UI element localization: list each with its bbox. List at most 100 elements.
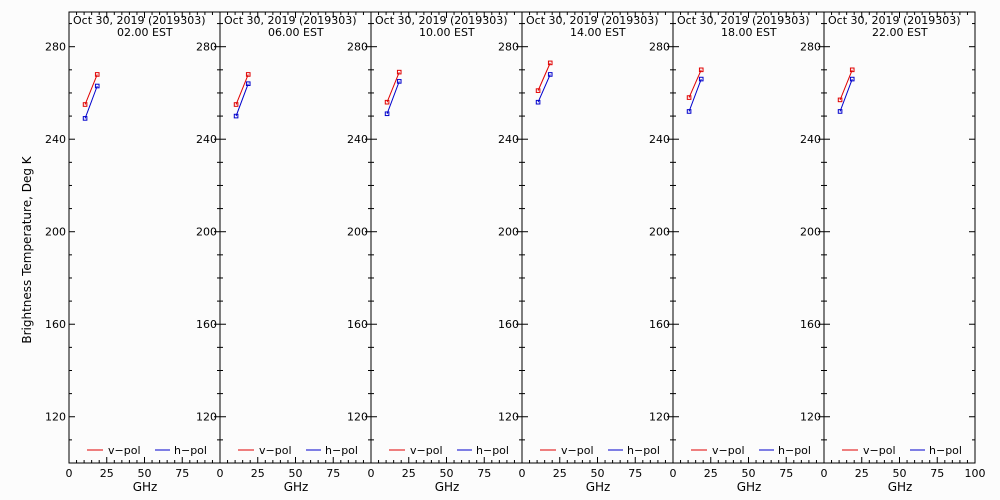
- data-point-v-pol: [245, 72, 251, 77]
- data-point-v-pol: [547, 60, 553, 66]
- y-tick-label: 240: [45, 133, 66, 146]
- x-axis-label: GHz: [888, 480, 913, 494]
- y-tick-label: 120: [45, 411, 66, 424]
- x-tick-label: 75: [628, 467, 642, 480]
- legend-label-h-pol: h−pol: [778, 444, 811, 457]
- data-point-h-pol: [94, 83, 100, 89]
- legend-label-h-pol: h−pol: [325, 444, 358, 457]
- panel-title: Oct 30, 2019 (2019303): [73, 14, 206, 27]
- x-tick-label: 0: [66, 467, 73, 480]
- y-tick-label: 240: [498, 133, 519, 146]
- series-line-v-pol: [386, 71, 400, 103]
- x-tick-label: 75: [930, 467, 944, 480]
- y-tick-label: 240: [196, 133, 217, 146]
- data-point-v-pol: [82, 102, 88, 107]
- panel-3: Oct 30, 2019 (2019303)10.00 EST 120 160 200…: [347, 11, 523, 494]
- y-tick-label: 240: [649, 133, 670, 146]
- y-tick-label: 200: [196, 226, 217, 239]
- series-line-v-pol: [839, 69, 853, 101]
- y-tick-label: 120: [196, 411, 217, 424]
- y-tick-label: 240: [800, 133, 821, 146]
- x-axis-label: GHz: [586, 480, 611, 494]
- x-tick-label: 0: [368, 467, 375, 480]
- panel-6: Oct 30, 2019 (2019303)22.00 EST 120 160 200…: [800, 11, 986, 494]
- y-tick-label: 160: [45, 318, 66, 331]
- legend-label-h-pol: h−pol: [929, 444, 962, 457]
- panel-subtitle: 10.00 EST: [419, 26, 475, 39]
- x-axis-label: GHz: [133, 480, 158, 494]
- x-tick-label: 0: [670, 467, 677, 480]
- x-tick-label: 25: [100, 467, 114, 480]
- y-tick-label: 160: [498, 318, 519, 331]
- legend-label-v-pol: v−pol: [863, 444, 896, 457]
- y-tick-label: 120: [347, 411, 368, 424]
- legend-label-v-pol: v−pol: [259, 444, 292, 457]
- legend-label-h-pol: h−pol: [476, 444, 509, 457]
- x-tick-label: 25: [704, 467, 718, 480]
- y-tick-label: 120: [800, 411, 821, 424]
- data-point-h-pol: [396, 79, 402, 84]
- y-tick-label: 120: [498, 411, 519, 424]
- plot-frame: [823, 11, 976, 464]
- panel-subtitle: 22.00 EST: [872, 26, 928, 39]
- y-tick-label: 160: [649, 318, 670, 331]
- y-tick-label: 120: [649, 411, 670, 424]
- y-tick-label: 200: [45, 226, 66, 239]
- panel-4: Oct 30, 2019 (2019303)14.00 EST 120 160 200…: [498, 11, 674, 494]
- data-point-h-pol: [245, 81, 251, 86]
- series-line-h-pol: [235, 83, 249, 117]
- x-axis-label: GHz: [284, 480, 309, 494]
- x-tick-label: 25: [251, 467, 265, 480]
- y-tick-label: 280: [196, 41, 217, 54]
- x-tick-label: 0: [519, 467, 526, 480]
- y-tick-label: 240: [347, 133, 368, 146]
- x-tick-label: 100: [965, 467, 986, 480]
- data-point-h-pol: [233, 113, 239, 119]
- legend-label-h-pol: h−pol: [627, 444, 660, 457]
- data-point-h-pol: [686, 109, 692, 114]
- x-axis-label: GHz: [737, 480, 762, 494]
- y-tick-label: 280: [649, 41, 670, 54]
- series-line-h-pol: [537, 74, 551, 103]
- y-tick-label: 160: [347, 318, 368, 331]
- data-point-v-pol: [849, 67, 855, 73]
- x-tick-label: 0: [821, 467, 828, 480]
- data-point-h-pol: [837, 109, 843, 114]
- panel-subtitle: 18.00 EST: [721, 26, 777, 39]
- x-axis-label: GHz: [435, 480, 460, 494]
- data-point-v-pol: [233, 102, 239, 107]
- panel-subtitle: 14.00 EST: [570, 26, 626, 39]
- y-tick-label: 200: [800, 226, 821, 239]
- panel-subtitle: 06.00 EST: [268, 26, 324, 39]
- panel-title: Oct 30, 2019 (2019303): [375, 14, 508, 27]
- y-tick-label: 200: [649, 226, 670, 239]
- x-tick-label: 50: [289, 467, 303, 480]
- y-tick-label: 200: [498, 226, 519, 239]
- panel-subtitle: 02.00 EST: [117, 26, 173, 39]
- x-tick-label: 0: [217, 467, 224, 480]
- legend-label-v-pol: v−pol: [410, 444, 443, 457]
- panel-1: Oct 30, 2019 (2019303)02.00 EST 120 160 200…: [45, 11, 221, 494]
- panel-title: Oct 30, 2019 (2019303): [224, 14, 357, 27]
- y-tick-label: 160: [196, 318, 217, 331]
- series-line-v-pol: [537, 62, 551, 91]
- y-tick-label: 280: [347, 41, 368, 54]
- data-point-h-pol: [849, 76, 855, 82]
- series-line-h-pol: [84, 85, 98, 119]
- legend-label-h-pol: h−pol: [174, 444, 207, 457]
- data-point-v-pol: [396, 69, 402, 75]
- data-point-v-pol: [837, 97, 843, 103]
- y-axis-label: Brightness Temperature, Deg K: [20, 155, 34, 343]
- panels: Oct 30, 2019 (2019303)02.00 EST120160200…: [45, 11, 986, 494]
- data-point-v-pol: [94, 72, 100, 77]
- legend-label-v-pol: v−pol: [712, 444, 745, 457]
- y-tick-label: 280: [45, 41, 66, 54]
- y-tick-label: 280: [498, 41, 519, 54]
- y-tick-label: 200: [347, 226, 368, 239]
- x-tick-label: 75: [326, 467, 340, 480]
- x-tick-label: 75: [477, 467, 491, 480]
- panel-title: Oct 30, 2019 (2019303): [828, 14, 961, 27]
- x-tick-label: 25: [402, 467, 416, 480]
- y-tick-label: 160: [800, 318, 821, 331]
